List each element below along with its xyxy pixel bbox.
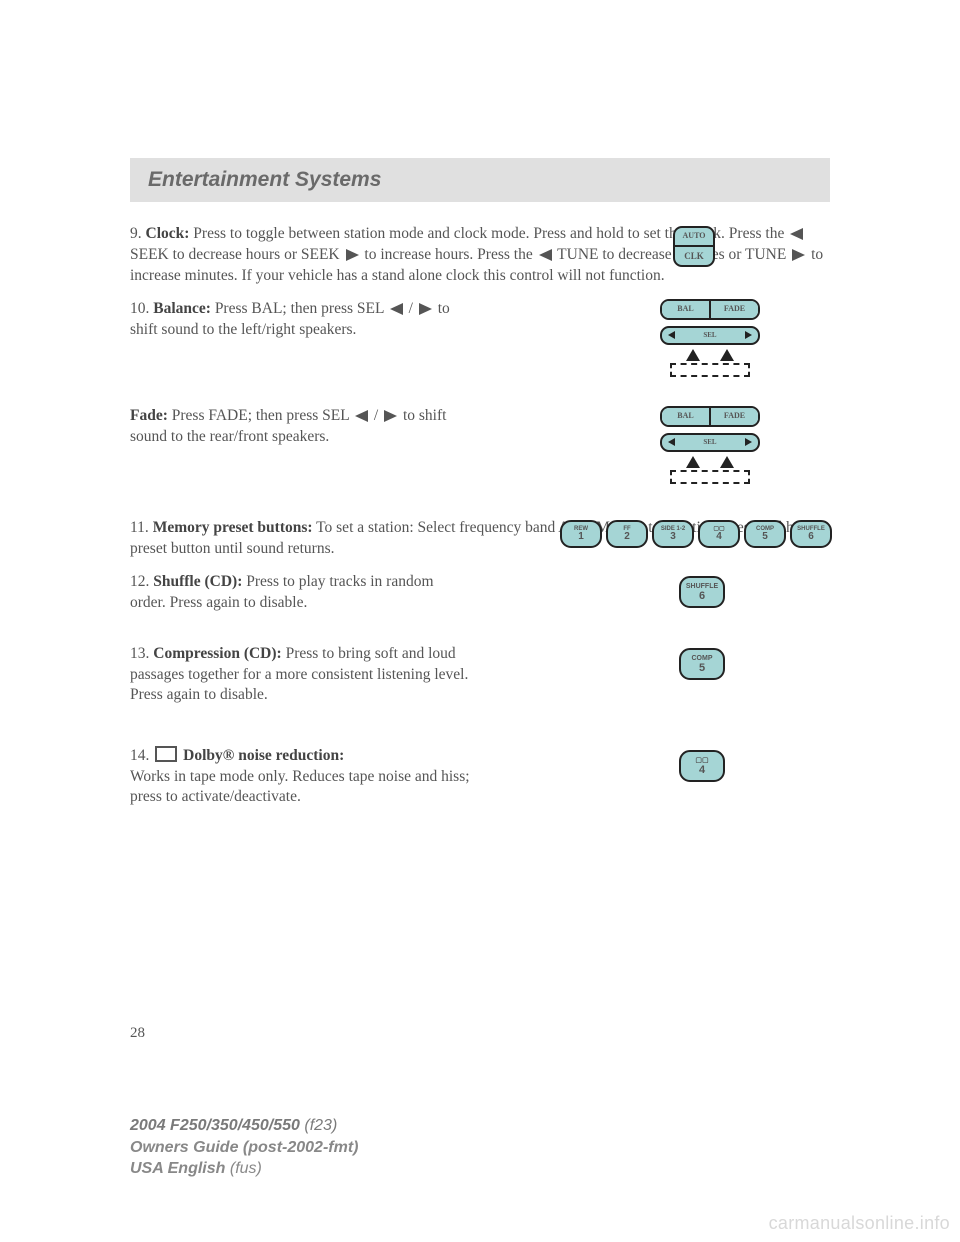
preset-num: 3 [670,532,676,542]
section-fade: BAL FADE SEL Fade: Press FA [130,406,830,506]
triangle-right-icon [745,438,752,446]
fade-label: FADE [711,408,758,425]
item-number: 14. [130,747,149,764]
item-number: 11. [130,519,149,536]
dashed-box [670,470,750,484]
preset-num: 5 [762,532,768,542]
triangle-right-icon [745,331,752,339]
triangle-left-icon [790,228,803,240]
footer-lang-code: (fus) [225,1160,261,1177]
text: Works in tape mode only. Reduces tape no… [130,768,470,806]
preset-button: COMP5 [744,520,786,548]
item-label: Shuffle (CD): [153,573,242,590]
preset-illustration: REW1FF2SIDE 1-23▢▢4COMP5SHUFFLE6 [560,520,832,548]
item-label: Balance: [153,300,211,317]
bal-label: BAL [662,408,711,425]
item-number: 13. [130,645,149,662]
btn-num: 5 [699,662,705,674]
dashed-box [670,363,750,377]
triangle-right-icon [346,249,359,261]
clock-button-illustration: AUTO CLK [673,226,715,267]
section-header: Entertainment Systems [130,158,830,202]
triangle-left-icon [539,249,552,261]
text: TUNE to decrease minutes or TUNE [554,246,791,263]
preset-num: 4 [716,532,722,542]
text: to increase hours. Press the [361,246,537,263]
footer: 2004 F250/350/450/550 (f23) Owners Guide… [130,1115,358,1180]
comp-button-illustration: COMP 5 [679,646,725,681]
preset-button: REW1 [560,520,602,548]
sel-label: SEL [703,331,716,340]
triangle-right-icon [792,249,805,261]
clk-label: CLK [673,246,715,267]
footer-model: 2004 F250/350/450/550 [130,1117,300,1134]
fade-illustration: BAL FADE SEL [660,406,760,484]
preset-num: 1 [578,532,584,542]
text: Press FADE; then press SEL [168,407,353,424]
bal-label: BAL [662,301,711,318]
auto-label: AUTO [673,226,715,246]
section-clock: AUTO CLK 9. Clock: Press to toggle betwe… [130,224,830,287]
up-arrow-icon [686,349,700,361]
footer-guide: Owners Guide (post-2002-fmt) [130,1139,358,1156]
triangle-left-icon [668,331,675,339]
btn-num: 6 [699,590,705,602]
item-label: Clock: [146,225,190,242]
item-label: Memory preset buttons: [153,519,313,536]
text: SEEK to decrease hours or SEEK [130,246,344,263]
preset-button: FF2 [606,520,648,548]
preset-button: SHUFFLE6 [790,520,832,548]
preset-button: SIDE 1-23 [652,520,694,548]
btn-num: 4 [699,764,705,776]
preset-num: 6 [808,532,814,542]
up-arrow-icon [720,456,734,468]
section-shuffle: SHUFFLE 6 12. Shuffle (CD): Press to pla… [130,572,830,632]
sel-label: SEL [703,438,716,447]
text: Press BAL; then press SEL [211,300,388,317]
btn-top: ▢▢ [695,757,708,764]
header-title: Entertainment Systems [148,168,381,191]
preset-button: ▢▢4 [698,520,740,548]
item-number: 10. [130,300,149,317]
section-balance: BAL FADE SEL 10. Ba [130,299,830,394]
section-compression: COMP 5 13. Compression (CD): Press to br… [130,644,830,734]
triangle-left-icon [355,410,368,422]
footer-lang: USA English [130,1160,225,1177]
triangle-left-icon [390,303,403,315]
shuffle-button-illustration: SHUFFLE 6 [679,574,725,609]
up-arrow-icon [720,349,734,361]
triangle-right-icon [419,303,432,315]
section-preset: REW1FF2SIDE 1-23▢▢4COMP5SHUFFLE6 11. Mem… [130,518,830,560]
item-number: 9. [130,225,142,242]
dolby-icon [155,746,177,762]
fade-label: FADE [711,301,758,318]
section-dolby: ▢▢ 4 14. Dolby® noise reduction: Works i… [130,746,830,809]
page-number: 28 [130,1025,145,1042]
btn-top: COMP [692,655,713,662]
triangle-right-icon [384,410,397,422]
page-content: AUTO CLK 9. Clock: Press to toggle betwe… [130,224,830,808]
btn-top: SHUFFLE [686,583,718,590]
item-number: 12. [130,573,149,590]
footer-code: (f23) [300,1117,337,1134]
up-arrow-icon [686,456,700,468]
item-label: Compression (CD): [153,645,281,662]
watermark: carmanualsonline.info [769,1213,950,1234]
triangle-left-icon [668,438,675,446]
item-label: Dolby® noise reduction: [183,747,344,764]
item-label: Fade: [130,407,168,424]
balance-illustration: BAL FADE SEL [660,299,760,377]
preset-num: 2 [624,532,630,542]
dolby-button-illustration: ▢▢ 4 [679,748,725,783]
